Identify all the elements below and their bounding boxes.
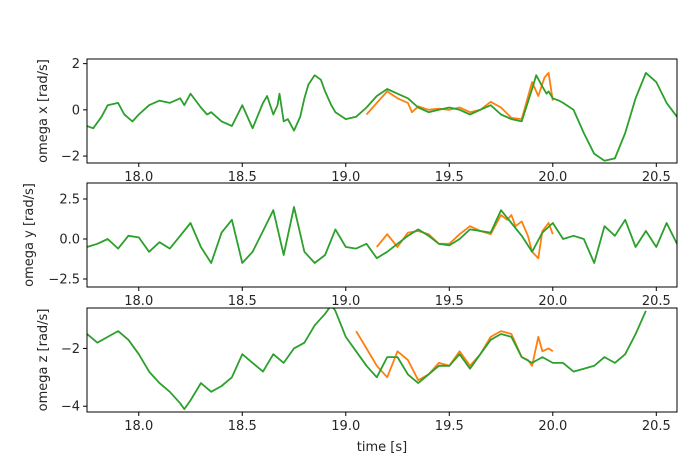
- x-tick-label: 18.0: [124, 419, 153, 434]
- y-tick-label: 0: [72, 103, 80, 118]
- y-tick-label: 2.5: [59, 193, 80, 208]
- x-tick-label: 19.5: [435, 419, 464, 434]
- series-line-omega-z-0: [355, 330, 554, 382]
- x-tick-label: 18.0: [124, 170, 153, 185]
- y-tick-label: 0.0: [59, 233, 80, 248]
- axes-frame-omega-y: [86, 182, 678, 288]
- x-tick-label: 20.5: [642, 170, 671, 185]
- x-tick-label: 19.0: [331, 170, 360, 185]
- x-tick-label: 20.0: [538, 294, 567, 309]
- x-tick-label: 20.0: [538, 419, 567, 434]
- series-line-omega-z-1: [87, 308, 647, 411]
- plot-area-omega-z: [87, 308, 647, 411]
- axes-frame-omega-z: [86, 307, 678, 413]
- x-tick-label: 18.5: [228, 294, 257, 309]
- y-tick-label: −2.5: [48, 273, 80, 288]
- y-tick-label: −2: [61, 150, 80, 165]
- x-ticks-omega-z: 18.0 18.5 19.0 19.5 20.0 20.5: [124, 412, 671, 434]
- y-axis-label-omega-y: omega y [rad/s]: [22, 183, 37, 287]
- series-line-omega-x-1: [87, 72, 677, 162]
- x-tick-label: 20.5: [642, 419, 671, 434]
- y-axis-label-omega-x: omega x [rad/s]: [36, 59, 51, 163]
- x-tick-label: 18.0: [124, 294, 153, 309]
- plot-area-omega-y: [87, 206, 677, 264]
- series-line-omega-y-0: [376, 214, 554, 260]
- x-tick-label: 18.5: [228, 170, 257, 185]
- subplot-omega-y: 18.0 18.5 19.0 19.5 20.0 20.5 2.5 0.0 −2.5 omeg…: [22, 182, 678, 309]
- x-tick-label: 18.5: [228, 419, 257, 434]
- y-ticks-omega-y: 2.5 0.0 −2.5: [48, 193, 87, 288]
- x-axis-label: time [s]: [357, 440, 407, 455]
- x-tick-label: 20.0: [538, 170, 567, 185]
- series-line-omega-y-1: [87, 206, 677, 264]
- x-tick-label: 19.0: [331, 419, 360, 434]
- x-tick-label: 19.5: [435, 170, 464, 185]
- x-tick-label: 19.5: [435, 294, 464, 309]
- y-tick-label: 2: [72, 57, 80, 72]
- axes-frame-omega-x: [86, 58, 678, 164]
- y-ticks-omega-x: 2 0 −2: [61, 57, 87, 165]
- x-tick-label: 20.5: [642, 294, 671, 309]
- y-axis-label-omega-z: omega z [rad/s]: [36, 309, 51, 412]
- x-ticks-omega-x: 18.0 18.5 19.0 19.5 20.0 20.5: [124, 163, 671, 185]
- x-tick-label: 19.0: [331, 294, 360, 309]
- series-line-omega-x-0: [365, 72, 554, 120]
- subplot-omega-x: 18.0 18.5 19.0 19.5 20.0 20.5 2 0 −2 omega x [r…: [36, 57, 678, 185]
- plot-area-omega-x: [87, 72, 677, 162]
- subplot-omega-z: 18.0 18.5 19.0 19.5 20.0 20.5 −2 −4 omega z [r…: [36, 307, 678, 455]
- x-ticks-omega-y: 18.0 18.5 19.0 19.5 20.0 20.5: [124, 287, 671, 309]
- y-tick-label: −2: [61, 342, 80, 357]
- y-tick-label: −4: [61, 400, 80, 415]
- y-ticks-omega-z: −2 −4: [61, 342, 87, 415]
